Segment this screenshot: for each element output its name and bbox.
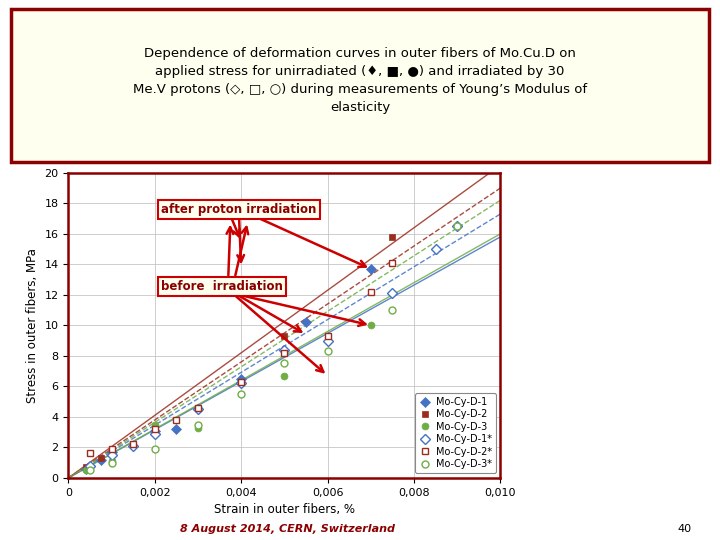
Mo-Cу-D-1* [280,347,289,353]
Mo-Cу-D-2* [107,446,116,452]
X-axis label: Strain in outer fibers, %: Strain in outer fibers, % [214,503,355,516]
Mo-Cу-D-2* [129,441,138,448]
Mo-Cу-D-3* [280,360,289,367]
Mo-Cу-D-2* [86,450,94,457]
Mo-Cу-D-3* [86,467,94,474]
Mo-Cу-D-1* [86,462,94,469]
Text: 8 August 2014, CERN, Switzerland: 8 August 2014, CERN, Switzerland [181,523,395,534]
Mo-Cу-D-3 [280,373,289,379]
Line: Mo-Cу-D-1: Mo-Cу-D-1 [82,266,374,472]
Mo-Cу-D-1 [172,426,181,433]
Mo-Cу-D-1 [237,375,246,382]
Text: 40: 40 [677,523,691,534]
Mo-Cу-D-2 [96,455,105,461]
Mo-Cу-D-3* [388,307,397,313]
Mo-Cу-D-3* [453,223,462,230]
Mo-Cу-D-2 [107,447,116,454]
Mo-Cу-D-3 [81,467,90,474]
Mo-Cу-D-2* [366,288,375,295]
Line: Mo-Cу-D-3: Mo-Cу-D-3 [82,322,374,474]
Mo-Cу-D-2* [194,404,202,411]
Mo-Cу-D-2 [81,464,90,470]
Mo-Cу-D-1* [237,380,246,387]
Mo-Cу-D-1* [323,338,332,344]
Line: Mo-Cу-D-2: Mo-Cу-D-2 [82,233,396,471]
Mo-Cу-D-3* [107,460,116,466]
Mo-Cу-D-2* [323,333,332,339]
Y-axis label: Stress in outer fibers, MPa: Stress in outer fibers, MPa [26,248,39,403]
Mo-Cу-D-1 [366,266,375,272]
Mo-Cу-D-2 [237,379,246,385]
Line: Mo-Cу-D-1*: Mo-Cу-D-1* [86,222,461,469]
Mo-Cу-D-2 [388,234,397,240]
Mo-Cу-D-1* [453,223,462,230]
Mo-Cу-D-3* [150,446,159,452]
Mo-Cу-D-2 [280,333,289,339]
Mo-Cу-D-3 [150,421,159,428]
Text: Dependence of deformation curves in outer fibers of Mo.Cu.D on
applied stress fo: Dependence of deformation curves in oute… [133,47,587,114]
Mo-Cу-D-3* [323,348,332,355]
Mo-Cу-D-3 [107,458,116,464]
Mo-Cу-D-2* [237,379,246,385]
Mo-Cу-D-1* [150,430,159,437]
Mo-Cу-D-1* [107,452,116,458]
Mo-Cу-D-1 [96,456,105,463]
Mo-Cу-D-2* [280,349,289,356]
Mo-Cу-D-3 [194,424,202,431]
Mo-Cу-D-2 [150,427,159,434]
Mo-Cу-D-1* [431,246,440,252]
Text: after proton irradiation: after proton irradiation [161,203,317,216]
Mo-Cу-D-1 [150,427,159,434]
Line: Mo-Cу-D-2*: Mo-Cу-D-2* [86,259,396,457]
Mo-Cу-D-2* [150,426,159,433]
Text: before  irradiation: before irradiation [161,280,283,293]
Mo-Cу-D-1* [129,443,138,449]
FancyBboxPatch shape [11,9,709,161]
Mo-Cу-D-3 [366,322,375,328]
Mo-Cу-D-1* [194,406,202,413]
Mo-Cу-D-1* [388,290,397,296]
Line: Mo-Cу-D-3*: Mo-Cу-D-3* [86,222,461,474]
Mo-Cу-D-2* [172,417,181,423]
Mo-Cу-D-3* [237,391,246,397]
Mo-Cу-D-3* [194,421,202,428]
Mo-Cу-D-1 [81,465,90,472]
Legend: Mo-Cу-D-1, Mo-Cу-D-2, Mo-Cу-D-3, Mo-Cу-D-1*, Mo-Cу-D-2*, Mo-Cу-D-3*: Mo-Cу-D-1, Mo-Cу-D-2, Mo-Cу-D-3, Mo-Cу-D… [415,393,495,473]
Mo-Cу-D-1 [302,319,310,326]
Mo-Cу-D-1 [107,449,116,455]
Mo-Cу-D-2* [388,260,397,266]
